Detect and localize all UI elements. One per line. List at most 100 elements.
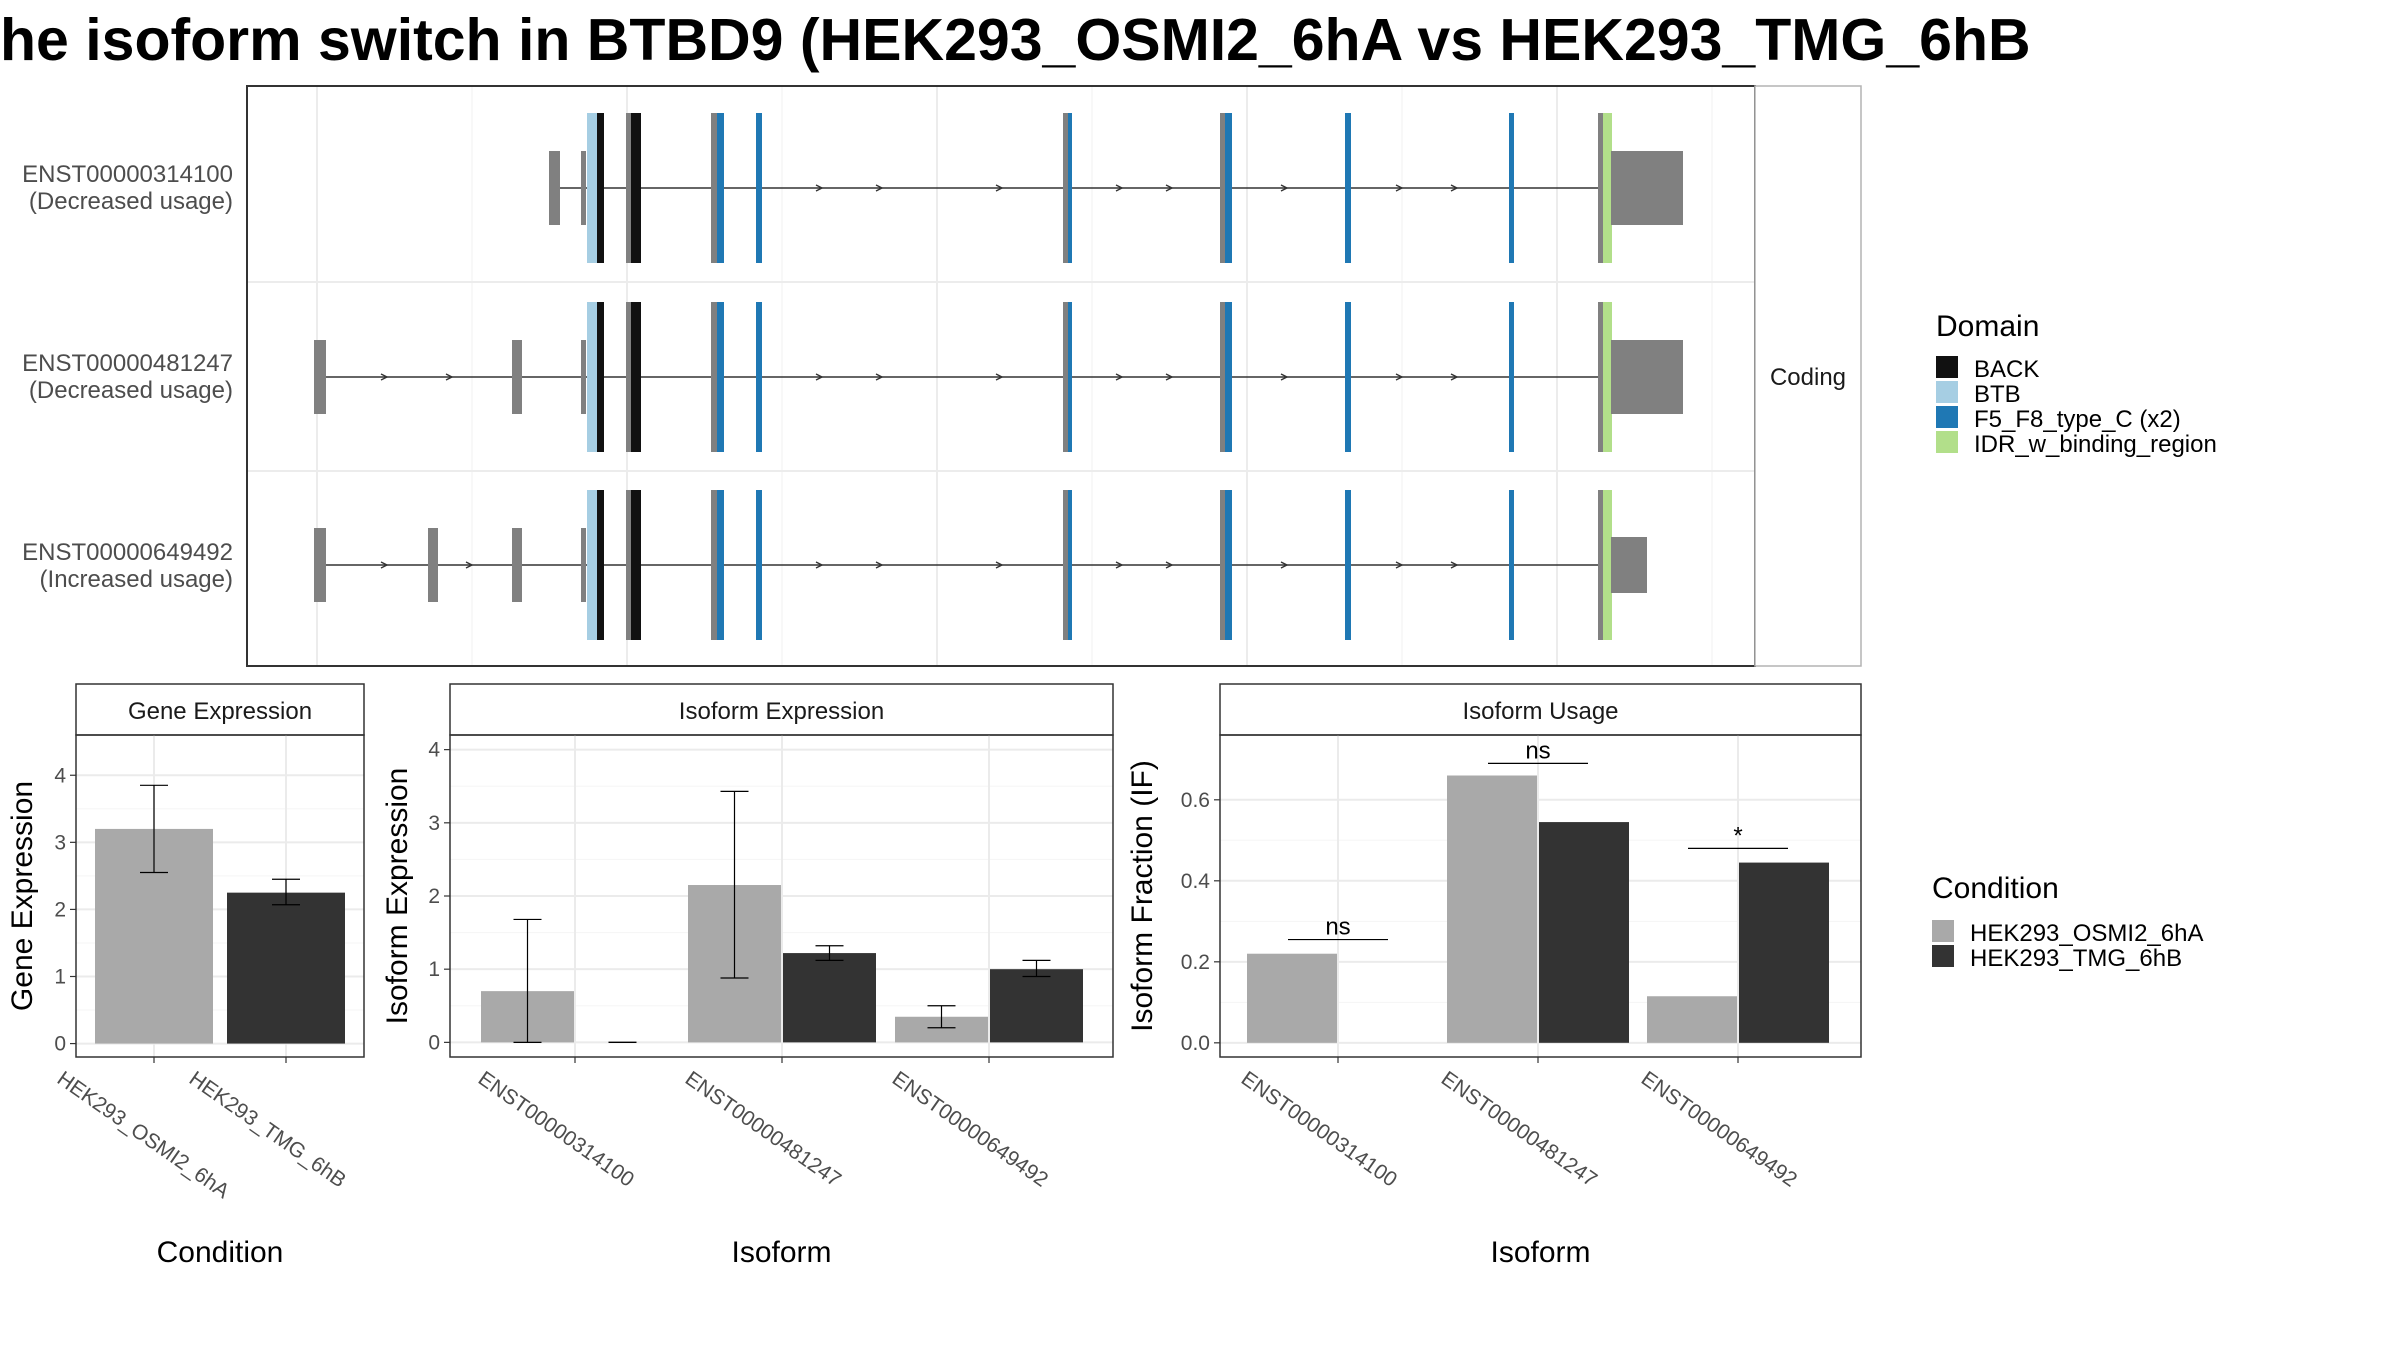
intron-direction-arrow (1165, 373, 1174, 381)
utr-exon (1063, 113, 1068, 263)
isoform-expression-panel: Isoform Expression 0 1 2 3 4 ENST00000314100 EN… (381, 683, 1114, 1269)
domain-exon-f5_f8_type_c (1225, 302, 1232, 452)
condition-swatch-2 (1932, 945, 1954, 967)
intron-direction-arrow (875, 184, 884, 192)
utr-exon (711, 113, 717, 263)
utr-exon-last (1611, 151, 1683, 225)
domain-legend: Domain BACK BTB F5_F8_type_C (x2) IDR_w_… (1936, 310, 2217, 458)
intron-direction-arrow (815, 373, 824, 381)
x-axis-title: Isoform (1490, 1236, 1590, 1269)
y-tick-label: 0.0 (1181, 1032, 1210, 1055)
bar-tmg (1739, 862, 1829, 1043)
x-tick-label: ENST00000649492 (888, 1067, 1052, 1192)
panel-border (1219, 734, 1862, 1058)
panel-title: Gene Expression (128, 698, 312, 725)
intron-direction-arrow (465, 561, 474, 569)
figure-title: he isoform switch in BTBD9 (HEK293_OSMI2… (0, 7, 2031, 73)
utr-exon-last (1611, 537, 1647, 593)
utr-exon (626, 302, 631, 452)
utr-exon (1220, 113, 1225, 263)
domain-exon-f5_f8_type_c (1068, 302, 1072, 452)
panel-strip (449, 683, 1114, 736)
bar-osmi2 (1247, 953, 1337, 1043)
utr-exon (549, 151, 560, 225)
intron-direction-arrow (1165, 561, 1174, 569)
domain-exon-f5_f8_type_c (1225, 490, 1232, 640)
utr-exon (711, 302, 717, 452)
intron-direction-arrow (1450, 561, 1459, 569)
y-tick-label: 1 (428, 958, 440, 981)
domain-exon-back (597, 490, 604, 640)
bar-osmi2 (1447, 775, 1537, 1043)
panel-title: Isoform Usage (1462, 698, 1618, 725)
domain-exon-f5_f8_type_c (1509, 302, 1514, 452)
domain-exon-f5_f8_type_c (1509, 490, 1514, 640)
y-axis-title: Gene Expression (6, 781, 39, 1011)
y-tick-label: 3 (54, 831, 66, 854)
y-axis-title: Isoform Expression (381, 768, 414, 1025)
utr-exon (1063, 490, 1068, 640)
utr-exon (626, 490, 631, 640)
domain-exon-back (631, 302, 641, 452)
utr-exon (1598, 113, 1603, 263)
intron-direction-arrow (1395, 561, 1404, 569)
structure-tracks (314, 113, 1683, 640)
domain-exon-back (597, 302, 604, 452)
intron-direction-arrow (875, 373, 884, 381)
utr-exon (626, 113, 631, 263)
intron-direction-arrow (1280, 184, 1289, 192)
significance-label: * (1733, 822, 1742, 849)
domain-swatch-f5f8 (1936, 406, 1958, 428)
domain-exon-f5_f8_type_c (1345, 490, 1351, 640)
transcript-label-2-usage: (Decreased usage) (29, 377, 233, 404)
significance-label: ns (1325, 914, 1350, 941)
transcript-label-3-id: ENST00000649492 (22, 539, 233, 566)
domain-legend-title: Domain (1936, 310, 2039, 343)
y-tick-label: 0 (428, 1031, 440, 1054)
utr-exon (581, 151, 586, 225)
utr-exon (581, 340, 586, 414)
domain-legend-item-idr: IDR_w_binding_region (1974, 431, 2217, 458)
intron-direction-arrow (875, 561, 884, 569)
x-tick-label: ENST00000649492 (1637, 1067, 1801, 1192)
domain-legend-item-btb: BTB (1974, 381, 2021, 408)
y-tick-label: 0.2 (1181, 951, 1210, 974)
intron-direction-arrow (445, 373, 454, 381)
intron-direction-arrow (1450, 373, 1459, 381)
y-tick-label: 2 (54, 898, 66, 921)
significance-label: ns (1525, 737, 1550, 764)
gene-expression-panel: Gene Expression01234HEK293_OSMI2_6hAHEK2… (6, 683, 365, 1269)
intron-direction-arrow (1395, 373, 1404, 381)
intron-direction-arrow (815, 561, 824, 569)
domain-exon-f5_f8_type_c (1345, 302, 1351, 452)
domain-exon-f5_f8_type_c (717, 302, 724, 452)
domain-exon-f5_f8_type_c (756, 490, 762, 640)
intron-direction-arrow (1280, 373, 1289, 381)
intron-direction-arrow (995, 561, 1004, 569)
domain-exon-back (631, 113, 641, 263)
intron-direction-arrow (1280, 561, 1289, 569)
y-tick-label: 3 (428, 812, 440, 835)
utr-exon (581, 528, 586, 602)
x-tick-label: ENST00000314100 (474, 1067, 638, 1192)
domain-exon-f5_f8_type_c (1068, 490, 1072, 640)
transcript-label-1-usage: (Decreased usage) (29, 188, 233, 215)
x-tick-label: ENST00000481247 (681, 1067, 845, 1192)
domain-exon-btb (587, 302, 597, 452)
domain-exon-back (597, 113, 604, 263)
intron-direction-arrow (815, 184, 824, 192)
intron-direction-arrow (1115, 184, 1124, 192)
domain-exon-f5_f8_type_c (756, 113, 762, 263)
coding-strip (1754, 85, 1862, 667)
intron-direction-arrow (1395, 184, 1404, 192)
bar-osmi2 (1647, 996, 1737, 1043)
condition-legend: Condition HEK293_OSMI2_6hA HEK293_TMG_6h… (1932, 872, 2203, 972)
y-axis-title: Isoform Fraction (IF) (1126, 760, 1159, 1032)
domain-exon-f5_f8_type_c (1225, 113, 1232, 263)
structure-panel: Coding ENST00000314100 (Decreased usage)… (22, 85, 1862, 667)
bar-tmg (990, 969, 1083, 1043)
intron-direction-arrow (380, 373, 389, 381)
bar-tmg (783, 953, 876, 1043)
y-tick-label: 0.4 (1181, 870, 1211, 893)
domain-swatch-idr (1936, 431, 1958, 453)
